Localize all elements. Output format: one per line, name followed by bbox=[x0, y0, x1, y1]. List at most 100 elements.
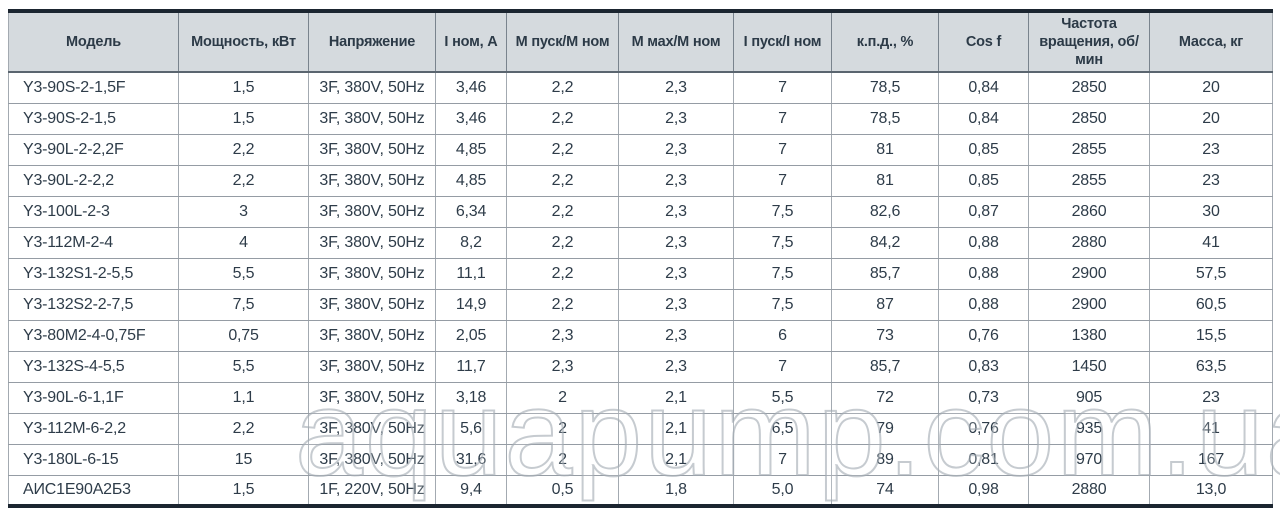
value-cell: 3F, 380V, 50Hz bbox=[308, 103, 436, 135]
value-cell: 3F, 380V, 50Hz bbox=[308, 72, 436, 104]
value-cell: 2,3 bbox=[618, 258, 734, 290]
value-cell: 3F, 380V, 50Hz bbox=[308, 227, 436, 259]
header-cell: Мощность, кВт bbox=[178, 11, 309, 74]
value-cell: 2,3 bbox=[618, 196, 734, 228]
table-body: Y3-90S-2-1,5F 1,5 3F, 380V, 50Hz 3,46 2,2 2,3… bbox=[8, 72, 1273, 507]
value-cell: 4,85 bbox=[435, 134, 507, 166]
value-cell: 89 bbox=[831, 444, 939, 476]
header-cell: Частота вращения, об/мин bbox=[1028, 11, 1150, 74]
model-cell: Y3-132S1-2-5,5 bbox=[8, 258, 179, 290]
value-cell: 7,5 bbox=[733, 258, 832, 290]
value-cell: 85,7 bbox=[831, 351, 939, 383]
value-cell: 7 bbox=[733, 165, 832, 197]
header-cell: Напряжение bbox=[308, 11, 436, 74]
value-cell: 3F, 380V, 50Hz bbox=[308, 444, 436, 476]
value-cell: 935 bbox=[1028, 413, 1150, 445]
value-cell: 1450 bbox=[1028, 351, 1150, 383]
header-cell: Масса, кг bbox=[1149, 11, 1273, 74]
value-cell: 1,5 bbox=[178, 72, 309, 104]
value-cell: 2,3 bbox=[618, 165, 734, 197]
value-cell: 5,6 bbox=[435, 413, 507, 445]
value-cell: 3,18 bbox=[435, 382, 507, 414]
table-row: Y3-132S2-2-7,5 7,5 3F, 380V, 50Hz 14,9 2,2 2,… bbox=[8, 289, 1273, 321]
value-cell: 9,4 bbox=[435, 475, 507, 507]
value-cell: 0,5 bbox=[506, 475, 619, 507]
table-row: Y3-80M2-4-0,75F 0,75 3F, 380V, 50Hz 2,05 2,3… bbox=[8, 320, 1273, 352]
value-cell: 0,76 bbox=[938, 413, 1029, 445]
value-cell: 0,75 bbox=[178, 320, 309, 352]
value-cell: 0,88 bbox=[938, 227, 1029, 259]
value-cell: 60,5 bbox=[1149, 289, 1273, 321]
value-cell: 20 bbox=[1149, 72, 1273, 104]
value-cell: 13,0 bbox=[1149, 475, 1273, 507]
value-cell: 4 bbox=[178, 227, 309, 259]
value-cell: 30 bbox=[1149, 196, 1273, 228]
value-cell: 3F, 380V, 50Hz bbox=[308, 320, 436, 352]
value-cell: 0,98 bbox=[938, 475, 1029, 507]
value-cell: 74 bbox=[831, 475, 939, 507]
value-cell: 2,2 bbox=[506, 196, 619, 228]
value-cell: 2,1 bbox=[618, 382, 734, 414]
value-cell: 4,85 bbox=[435, 165, 507, 197]
model-cell: Y3-112M-2-4 bbox=[8, 227, 179, 259]
value-cell: 2,3 bbox=[506, 351, 619, 383]
value-cell: 0,76 bbox=[938, 320, 1029, 352]
value-cell: 3 bbox=[178, 196, 309, 228]
header-cell: М пуск/М ном bbox=[506, 11, 619, 74]
value-cell: 3F, 380V, 50Hz bbox=[308, 413, 436, 445]
value-cell: 5,5 bbox=[733, 382, 832, 414]
value-cell: 84,2 bbox=[831, 227, 939, 259]
value-cell: 970 bbox=[1028, 444, 1150, 476]
value-cell: 167 bbox=[1149, 444, 1273, 476]
model-cell: Y3-180L-6-15 bbox=[8, 444, 179, 476]
value-cell: 2,2 bbox=[178, 134, 309, 166]
header-cell: к.п.д., % bbox=[831, 11, 939, 74]
value-cell: 11,7 bbox=[435, 351, 507, 383]
table-row: АИС1Е90А2Б3 1,5 1F, 220V, 50Hz 9,4 0,5 1,8 5,0… bbox=[8, 475, 1273, 507]
value-cell: 2,3 bbox=[618, 351, 734, 383]
value-cell: 2,3 bbox=[618, 227, 734, 259]
value-cell: 7,5 bbox=[178, 289, 309, 321]
table-row: Y3-132S-4-5,5 5,5 3F, 380V, 50Hz 11,7 2,3 2,3… bbox=[8, 351, 1273, 383]
value-cell: 0,84 bbox=[938, 72, 1029, 104]
value-cell: 2 bbox=[506, 382, 619, 414]
table-row: Y3-132S1-2-5,5 5,5 3F, 380V, 50Hz 11,1 2,2 2,… bbox=[8, 258, 1273, 290]
value-cell: 2 bbox=[506, 413, 619, 445]
value-cell: 2,3 bbox=[618, 134, 734, 166]
value-cell: 2,2 bbox=[506, 165, 619, 197]
table-row: Y3-90L-2-2,2 2,2 3F, 380V, 50Hz 4,85 2,2 2,3 7… bbox=[8, 165, 1273, 197]
value-cell: 2,3 bbox=[618, 289, 734, 321]
value-cell: 63,5 bbox=[1149, 351, 1273, 383]
table-row: Y3-100L-2-3 3 3F, 380V, 50Hz 6,34 2,2 2,3 7,5 8… bbox=[8, 196, 1273, 228]
value-cell: 2,2 bbox=[506, 134, 619, 166]
value-cell: 7 bbox=[733, 351, 832, 383]
value-cell: 3F, 380V, 50Hz bbox=[308, 289, 436, 321]
value-cell: 2,1 bbox=[618, 413, 734, 445]
model-cell: Y3-100L-2-3 bbox=[8, 196, 179, 228]
value-cell: 1,8 bbox=[618, 475, 734, 507]
value-cell: 81 bbox=[831, 165, 939, 197]
value-cell: 0,87 bbox=[938, 196, 1029, 228]
value-cell: 3F, 380V, 50Hz bbox=[308, 134, 436, 166]
value-cell: 2,3 bbox=[618, 103, 734, 135]
value-cell: 7,5 bbox=[733, 196, 832, 228]
value-cell: 79 bbox=[831, 413, 939, 445]
value-cell: 11,1 bbox=[435, 258, 507, 290]
value-cell: 0,84 bbox=[938, 103, 1029, 135]
model-cell: Y3-90L-6-1,1F bbox=[8, 382, 179, 414]
value-cell: 78,5 bbox=[831, 103, 939, 135]
value-cell: 41 bbox=[1149, 413, 1273, 445]
value-cell: 20 bbox=[1149, 103, 1273, 135]
value-cell: 7 bbox=[733, 134, 832, 166]
value-cell: 2,3 bbox=[618, 320, 734, 352]
model-cell: Y3-112M-6-2,2 bbox=[8, 413, 179, 445]
header-cell: Модель bbox=[8, 11, 179, 74]
model-cell: Y3-90S-2-1,5 bbox=[8, 103, 179, 135]
value-cell: 0,85 bbox=[938, 165, 1029, 197]
header-cell: I ном, А bbox=[435, 11, 507, 74]
value-cell: 0,83 bbox=[938, 351, 1029, 383]
value-cell: 5,5 bbox=[178, 351, 309, 383]
header-cell: I пуск/I ном bbox=[733, 11, 832, 74]
value-cell: 3F, 380V, 50Hz bbox=[308, 196, 436, 228]
